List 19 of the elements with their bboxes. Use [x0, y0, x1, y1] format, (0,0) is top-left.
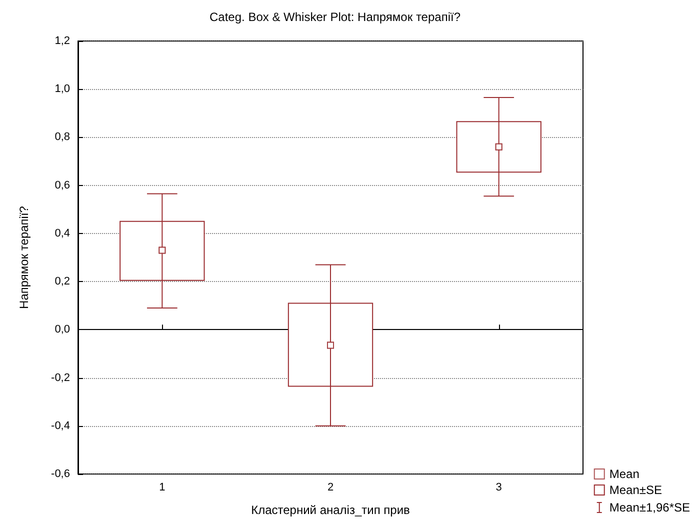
y-tick-label: -0,2	[51, 372, 70, 384]
y-tick-label: 1,0	[54, 83, 70, 96]
y-tick-label: 0,0	[54, 324, 70, 336]
y-axis-title: Напрямок терапії?	[17, 206, 31, 309]
x-tick-label: 3	[496, 482, 502, 494]
x-tick-label: 1	[159, 482, 166, 494]
y-tick-label: 0,4	[54, 227, 70, 240]
y-tick-label: 0,8	[54, 131, 70, 144]
y-tick-label: 0,2	[54, 276, 70, 288]
legend-label: Mean	[609, 467, 640, 481]
chart-title: Categ. Box & Whisker Plot: Напрямок терапії?	[210, 10, 461, 24]
y-tick-label: 0,6	[54, 179, 70, 192]
y-tick-label: 1,2	[54, 35, 70, 47]
y-tick-label: -0,4	[51, 420, 70, 432]
legend-label: Mean±1,96*SE	[609, 500, 690, 514]
y-tick-label: -0,6	[51, 468, 70, 480]
legend-label: Mean±SE	[609, 483, 662, 497]
x-tick-label: 2	[327, 482, 334, 494]
x-axis-title: Кластерний аналіз_тип прив	[251, 503, 410, 517]
